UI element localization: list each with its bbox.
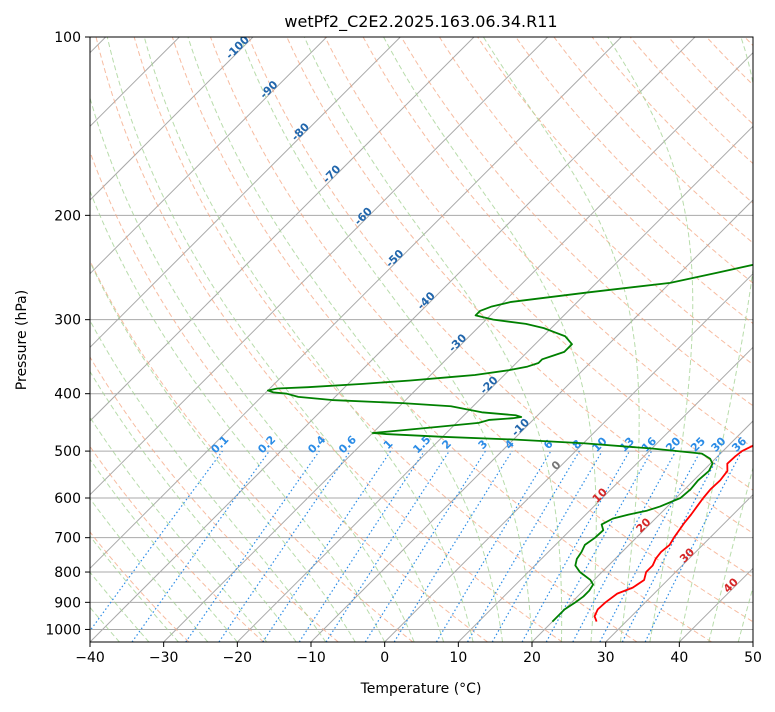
y-tick-label: 500 bbox=[54, 444, 81, 460]
x-tick-label: −30 bbox=[149, 650, 179, 666]
y-tick-label: 200 bbox=[54, 208, 81, 224]
x-tick-label: 0 bbox=[380, 650, 389, 666]
chart-title: wetPf2_C2E2.2025.163.06.34.R11 bbox=[284, 12, 557, 32]
x-tick-label: 20 bbox=[523, 650, 541, 666]
y-tick-label: 1000 bbox=[45, 622, 81, 638]
x-tick-label: 30 bbox=[597, 650, 615, 666]
y-tick-label: 400 bbox=[54, 387, 81, 403]
x-tick-label: 40 bbox=[670, 650, 688, 666]
x-tick-label: −20 bbox=[223, 650, 253, 666]
y-tick-label: 900 bbox=[54, 595, 81, 611]
x-tick-label: −40 bbox=[75, 650, 105, 666]
y-tick-label: 600 bbox=[54, 491, 81, 507]
y-axis-label: Pressure (hPa) bbox=[14, 290, 30, 390]
y-tick-label: 800 bbox=[54, 565, 81, 581]
x-tick-label: 10 bbox=[449, 650, 467, 666]
y-tick-label: 700 bbox=[54, 531, 81, 547]
y-tick-label: 300 bbox=[54, 313, 81, 329]
x-tick-label: 50 bbox=[744, 650, 762, 666]
y-tick-label: 100 bbox=[54, 30, 81, 46]
x-axis-label: Temperature (°C) bbox=[360, 681, 482, 697]
x-tick-label: −10 bbox=[296, 650, 326, 666]
